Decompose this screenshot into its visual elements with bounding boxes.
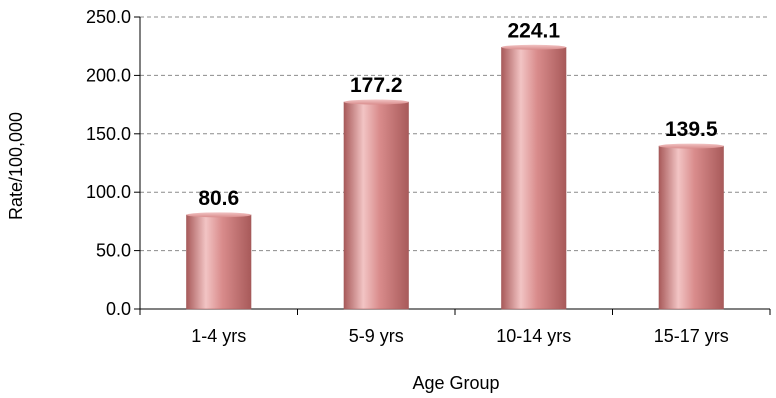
data-label-4: 139.5 bbox=[665, 118, 718, 141]
bar-body bbox=[501, 47, 567, 310]
bars bbox=[186, 44, 724, 310]
y-tick-label: 200.0 bbox=[86, 65, 131, 85]
bar-cap bbox=[343, 99, 409, 105]
bar-4 bbox=[658, 143, 724, 310]
bar-3 bbox=[501, 44, 567, 310]
bar-2 bbox=[343, 99, 409, 310]
y-tick-label: 50.0 bbox=[96, 241, 131, 261]
y-tick-label: 100.0 bbox=[86, 182, 131, 202]
y-tick-label: 250.0 bbox=[86, 7, 131, 27]
bar-1 bbox=[186, 212, 252, 310]
x-axis-title: Age Group bbox=[412, 373, 499, 393]
data-label-1: 80.6 bbox=[198, 187, 239, 210]
y-tick-label: 0.0 bbox=[106, 299, 131, 319]
data-label-3: 224.1 bbox=[507, 19, 560, 42]
bar-cap bbox=[658, 143, 724, 149]
x-tick-label-3: 10-14 yrs bbox=[496, 326, 571, 346]
bar-body bbox=[658, 145, 724, 310]
bar-body bbox=[343, 101, 409, 310]
x-tick-label-1: 1-4 yrs bbox=[191, 326, 246, 346]
data-label-2: 177.2 bbox=[350, 74, 403, 97]
y-tick-label: 150.0 bbox=[86, 124, 131, 144]
data-labels: 80.6 177.2 224.1 139.5 bbox=[198, 19, 718, 210]
x-tick-label-2: 5-9 yrs bbox=[349, 326, 404, 346]
bar-body bbox=[186, 214, 252, 310]
bar-cap bbox=[501, 44, 567, 50]
y-axis-title: Rate/100,000 bbox=[6, 112, 26, 220]
bar-cap bbox=[186, 212, 252, 218]
x-tick-label-4: 15-17 yrs bbox=[654, 326, 729, 346]
